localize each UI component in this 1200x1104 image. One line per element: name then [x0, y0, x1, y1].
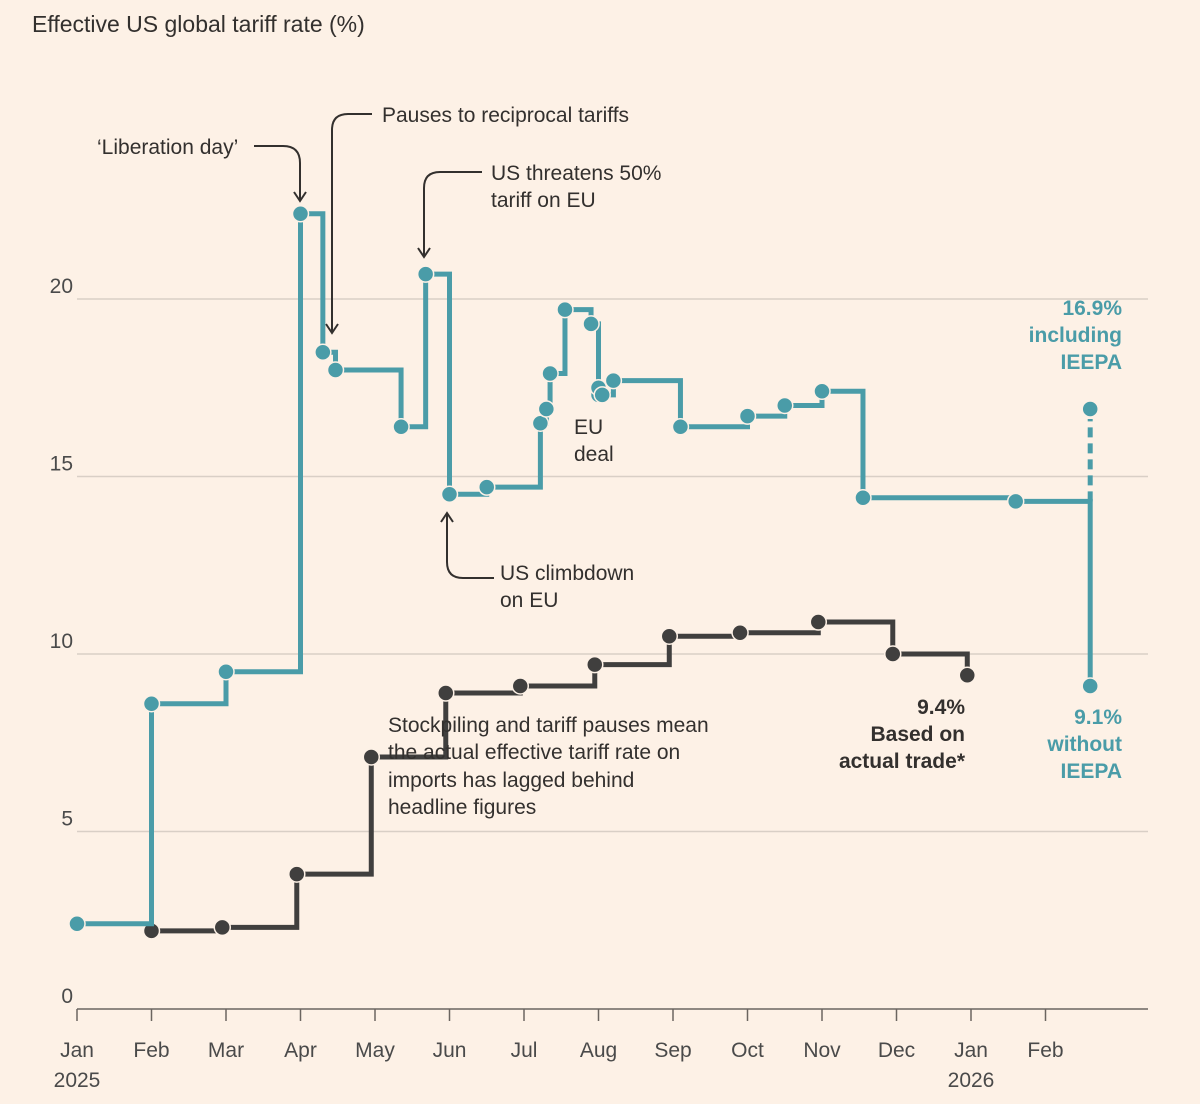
x-tick-label-10: Nov	[803, 1039, 841, 1062]
y-tick-label-10: 10	[50, 630, 73, 653]
headline-point-14	[582, 315, 600, 333]
threatens-arrowhead	[417, 247, 431, 259]
climbdown-label-line2: on EU	[500, 589, 558, 612]
headline-point-23	[854, 489, 872, 507]
excl-ieepa-value: 9.1%	[1074, 706, 1122, 729]
liberation-day-arrow	[254, 145, 301, 200]
x-tick-label-12: Jan	[954, 1039, 988, 1062]
eu-deal-label-line1: EU	[574, 416, 603, 439]
headline-point-18	[604, 371, 623, 390]
x-tick-label-5: Jun	[433, 1039, 467, 1062]
headline-end-point-incl-ieepa	[1081, 400, 1099, 418]
actual-point-10	[884, 645, 902, 663]
headline-point-17	[593, 386, 611, 404]
headline-point-21	[776, 396, 794, 415]
liberation-day-arrowhead	[293, 191, 307, 203]
climbdown-arrowhead	[440, 511, 454, 523]
actual-point-9	[809, 613, 828, 631]
threatens-arrow	[423, 171, 482, 256]
x-tick-label-4: May	[355, 1039, 395, 1062]
x-tick-year-12: 2026	[948, 1069, 995, 1092]
incl-ieepa-label-line2: IEEPA	[1061, 351, 1122, 374]
actual-line	[151, 619, 970, 934]
x-tick-label-2: Mar	[208, 1039, 244, 1062]
stockpiling-label-line1: Stockpiling and tariff pauses mean	[388, 714, 709, 737]
headline-point-8	[440, 485, 459, 503]
y-tick-label-5: 5	[61, 808, 73, 831]
headline-point-24	[1006, 492, 1025, 511]
actual-point-3	[362, 748, 381, 766]
x-tick-label-6: Jul	[511, 1039, 538, 1062]
liberation-day-label: ‘Liberation day’	[97, 136, 238, 159]
headline-point-13	[556, 300, 574, 319]
headline-point-19	[671, 418, 690, 436]
excl-ieepa-label-line1: without	[1046, 733, 1122, 756]
threatens-label-line1: US threatens 50%	[491, 162, 661, 185]
actual-point-1	[213, 918, 232, 937]
headline-point-25	[1081, 677, 1099, 695]
headline-point-9	[478, 478, 496, 496]
actual-point-7	[660, 627, 679, 645]
y-tick-label-0: 0	[61, 985, 73, 1008]
y-tick-label-20: 20	[50, 275, 73, 298]
x-tick-label-7: Aug	[580, 1039, 617, 1062]
headline-point-1	[142, 694, 161, 713]
pauses-arrowhead	[325, 323, 339, 335]
actual-end-value: 9.4%	[917, 696, 965, 719]
actual-point-8	[731, 623, 749, 642]
chart-title: Effective US global tariff rate (%)	[32, 11, 365, 37]
x-tick-label-8: Sep	[654, 1039, 691, 1062]
headline-point-7	[416, 265, 435, 283]
x-tick-label-11: Dec	[878, 1039, 915, 1062]
y-axis-ticks: 0 5 10 15 20	[50, 275, 73, 1008]
climbdown-arrow	[446, 514, 494, 579]
headline-point-6	[392, 418, 410, 436]
x-axis: Jan 2025 Feb Mar Apr May Jun Jul Aug Sep Oct Nov Dec…	[54, 1008, 1148, 1092]
headline-point-22	[813, 382, 831, 401]
headline-point-4	[314, 343, 332, 361]
x-tick-label-9: Oct	[731, 1039, 764, 1062]
actual-point-4	[437, 684, 455, 702]
x-tick-label-1: Feb	[133, 1039, 169, 1062]
headline-point-20	[738, 407, 757, 425]
actual-end-label-line2: actual trade*	[839, 750, 966, 773]
eu-deal-label-line2: deal	[574, 443, 614, 466]
y-tick-label-15: 15	[50, 453, 73, 476]
headline-point-5	[326, 361, 345, 379]
x-tick-label-0: Jan	[60, 1039, 94, 1062]
pauses-label: Pauses to reciprocal tariffs	[382, 104, 629, 127]
incl-ieepa-value: 16.9%	[1062, 297, 1122, 320]
actual-end-label-line1: Based on	[870, 723, 965, 746]
headline-point-3	[291, 205, 310, 223]
actual-point-2	[288, 865, 306, 883]
actual-point-6	[586, 655, 604, 674]
incl-ieepa-label-line1: including	[1029, 324, 1122, 347]
excl-ieepa-label-line2: IEEPA	[1061, 760, 1122, 783]
annotation-arrows	[254, 113, 494, 579]
headline-series	[68, 205, 1099, 933]
actual-trade-series	[142, 613, 977, 940]
x-tick-label-3: Apr	[284, 1039, 317, 1062]
actual-point-11	[958, 666, 977, 685]
threatens-label-line2: tariff on EU	[491, 189, 596, 212]
x-tick-label-13: Feb	[1027, 1039, 1063, 1062]
x-tick-year-0: 2025	[54, 1069, 101, 1092]
headline-point-0	[68, 915, 86, 933]
headline-point-11	[537, 400, 556, 418]
stockpiling-label-line3: imports has lagged behind	[388, 769, 634, 792]
headline-point-2	[217, 663, 235, 681]
stockpiling-label-line4: headline figures	[388, 796, 536, 819]
stockpiling-label-line2: the actual effective tariff rate on	[388, 741, 680, 764]
pauses-arrow	[331, 113, 372, 332]
climbdown-label-line1: US climbdown	[500, 562, 634, 585]
headline-point-12	[541, 364, 559, 383]
actual-point-5	[511, 677, 530, 695]
